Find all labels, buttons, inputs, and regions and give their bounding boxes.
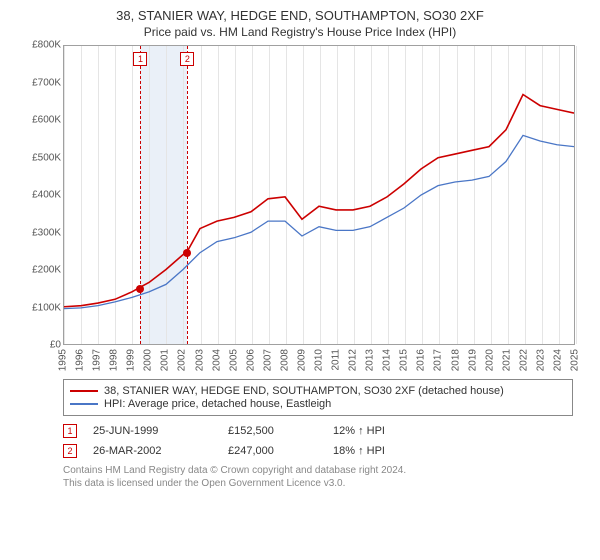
x-tick-label: 2018	[450, 349, 461, 371]
x-tick-label: 2006	[245, 349, 256, 371]
x-tick-label: 1995	[58, 349, 69, 371]
x-tick-label: 2024	[552, 349, 563, 371]
y-tick-label: £700K	[32, 77, 61, 88]
sale-date: 25-JUN-1999	[93, 425, 228, 437]
y-tick-label: £400K	[32, 190, 61, 201]
x-tick-label: 2003	[194, 349, 205, 371]
plot-region: 12	[63, 45, 575, 345]
legend-swatch	[70, 390, 98, 392]
x-tick-label: 2011	[331, 349, 342, 371]
y-axis: £0£100K£200K£300K£400K£500K£600K£700K£80…	[15, 45, 63, 345]
x-tick-label: 1997	[92, 349, 103, 371]
sale-dot	[183, 249, 191, 257]
sale-rows: 1 25-JUN-1999£152,50012% ↑ HPI 2 26-MAR-200…	[63, 424, 585, 458]
sale-marker-box: 1	[133, 52, 147, 66]
x-tick-label: 2014	[382, 349, 393, 371]
title-address: 38, STANIER WAY, HEDGE END, SOUTHAMPTON,…	[15, 8, 585, 23]
x-tick-label: 2005	[228, 349, 239, 371]
legend-label: HPI: Average price, detached house, East…	[104, 398, 331, 410]
x-tick-label: 1998	[109, 349, 120, 371]
legend-item: HPI: Average price, detached house, East…	[70, 398, 566, 410]
legend-box: 38, STANIER WAY, HEDGE END, SOUTHAMPTON,…	[63, 379, 573, 416]
legend-label: 38, STANIER WAY, HEDGE END, SOUTHAMPTON,…	[104, 385, 504, 397]
sale-date: 26-MAR-2002	[93, 445, 228, 457]
x-tick-label: 2012	[348, 349, 359, 371]
y-tick-label: £800K	[32, 40, 61, 51]
sale-row: 1 25-JUN-1999£152,50012% ↑ HPI	[63, 424, 585, 438]
x-tick-label: 2019	[467, 349, 478, 371]
x-tick-label: 2017	[433, 349, 444, 371]
x-tick-label: 2007	[262, 349, 273, 371]
x-tick-label: 2008	[279, 349, 290, 371]
x-tick-label: 2001	[160, 349, 171, 371]
y-tick-label: £300K	[32, 227, 61, 238]
sale-hpi: 12% ↑ HPI	[333, 425, 385, 437]
x-axis: 1995199619971998199920002001200220032004…	[63, 345, 575, 375]
x-tick-label: 2021	[501, 349, 512, 371]
chart-title-block: 38, STANIER WAY, HEDGE END, SOUTHAMPTON,…	[15, 8, 585, 39]
x-tick-label: 2010	[314, 349, 325, 371]
sale-price: £247,000	[228, 445, 333, 457]
x-tick-label: 2002	[177, 349, 188, 371]
x-tick-label: 2000	[143, 349, 154, 371]
y-tick-label: £200K	[32, 265, 61, 276]
y-tick-label: £500K	[32, 152, 61, 163]
x-tick-label: 2015	[399, 349, 410, 371]
x-tick-label: 2022	[518, 349, 529, 371]
y-tick-label: £600K	[32, 115, 61, 126]
gridline-v	[576, 46, 577, 344]
x-tick-label: 2023	[535, 349, 546, 371]
footer-line2: This data is licensed under the Open Gov…	[63, 477, 585, 490]
x-tick-label: 2016	[416, 349, 427, 371]
chart-area: £0£100K£200K£300K£400K£500K£600K£700K£80…	[15, 45, 575, 375]
x-tick-label: 2013	[365, 349, 376, 371]
legend-swatch	[70, 403, 98, 405]
sale-dot	[136, 285, 144, 293]
sale-marker-line	[187, 46, 188, 344]
y-tick-label: £100K	[32, 302, 61, 313]
x-tick-label: 1996	[75, 349, 86, 371]
title-subtitle: Price paid vs. HM Land Registry's House …	[15, 25, 585, 39]
sale-price: £152,500	[228, 425, 333, 437]
x-tick-label: 2004	[211, 349, 222, 371]
sale-index-box: 2	[63, 444, 77, 458]
x-tick-label: 2009	[296, 349, 307, 371]
sale-hpi: 18% ↑ HPI	[333, 445, 385, 457]
sale-marker-box: 2	[180, 52, 194, 66]
legend-item: 38, STANIER WAY, HEDGE END, SOUTHAMPTON,…	[70, 385, 566, 397]
footer-attribution: Contains HM Land Registry data © Crown c…	[63, 464, 585, 490]
sale-row: 2 26-MAR-2002£247,00018% ↑ HPI	[63, 444, 585, 458]
x-tick-label: 1999	[126, 349, 137, 371]
sale-index-box: 1	[63, 424, 77, 438]
x-tick-label: 2020	[484, 349, 495, 371]
x-tick-label: 2025	[570, 349, 581, 371]
footer-line1: Contains HM Land Registry data © Crown c…	[63, 464, 585, 477]
sale-marker-line	[140, 46, 141, 344]
